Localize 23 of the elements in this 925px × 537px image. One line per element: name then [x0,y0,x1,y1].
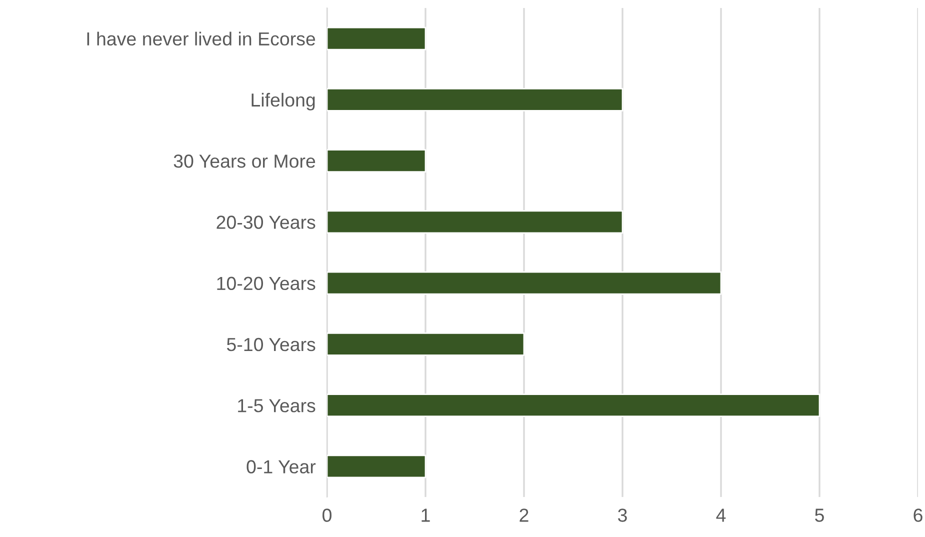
y-tick-label: 30 Years or More [174,154,316,168]
bar [327,271,722,295]
x-tick-label: 5 [815,508,824,522]
x-tick-label: 0 [322,508,332,522]
bar [327,210,624,234]
bar [327,454,426,478]
y-tick-label: Lifelong [252,92,315,110]
x-tick-label: 2 [520,508,528,522]
y-tick-label: 0-1 Year [246,460,316,474]
x-tick-label: 3 [618,508,627,522]
bar [327,332,525,356]
x-tick-label: 4 [716,508,726,522]
y-tick-label: 5-10 Years [226,338,316,352]
y-tick-label: 20-30 Years [216,216,316,229]
bar [327,88,624,112]
bar [327,26,426,50]
x-tick-label: 6 [914,508,922,522]
y-tick-label: I have never lived in Ecorse [87,32,316,46]
x-tick-label: 1 [422,508,430,522]
y-tick-label: 1-5 Years [238,399,316,412]
y-tick-label: 10-20 Years [217,276,316,290]
bar [327,149,426,173]
bar [327,394,820,418]
